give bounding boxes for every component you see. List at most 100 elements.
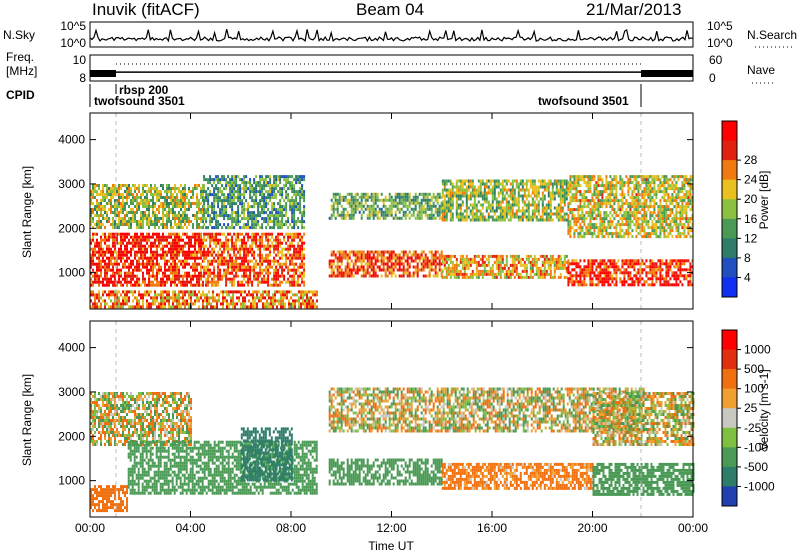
echo-cell <box>162 211 164 214</box>
echo-cell <box>180 290 182 294</box>
echo-cell <box>330 265 333 269</box>
echo-cell <box>424 207 427 211</box>
echo-cell <box>180 247 182 251</box>
echo-cell <box>225 247 228 251</box>
echo-cell <box>100 262 102 266</box>
echo-cell <box>225 208 228 212</box>
echo-cell <box>215 235 218 239</box>
echo-cell <box>275 193 278 197</box>
echo-cell <box>487 263 490 267</box>
echo-cell <box>414 192 417 196</box>
echo-cell <box>340 204 343 208</box>
echo-cell <box>436 210 439 214</box>
echo-cell <box>271 235 274 239</box>
echo-cell <box>126 247 128 251</box>
echo-cell <box>410 256 413 260</box>
echo-cell <box>493 212 496 216</box>
echo-cell <box>245 217 248 221</box>
echo-cell <box>418 256 421 260</box>
echo-cell <box>364 201 367 205</box>
echo-cell <box>106 283 108 287</box>
echo-cell <box>565 194 568 198</box>
echo-cell <box>96 241 98 245</box>
echo-cell <box>104 208 106 211</box>
echo-cell <box>451 197 454 201</box>
echo-cell <box>573 283 576 287</box>
echo-cell <box>297 274 300 278</box>
echo-cell <box>265 205 268 209</box>
echo-cell <box>523 215 526 219</box>
echo-cell <box>541 212 544 216</box>
echo-cell <box>233 199 236 203</box>
echo-cell <box>152 302 154 306</box>
echo-cell <box>499 257 502 261</box>
echo-cell <box>495 200 498 204</box>
echo-cell <box>116 211 118 214</box>
echo-cell <box>198 184 200 187</box>
echo-cell <box>118 226 120 229</box>
echo-cell <box>245 244 248 248</box>
echo-cell <box>412 195 415 199</box>
echo-cell <box>269 181 272 185</box>
echo-cell <box>529 185 532 189</box>
echo-cell <box>209 271 212 275</box>
echo-cell <box>499 269 502 273</box>
echo-cell <box>277 238 280 242</box>
echo-cell <box>221 178 224 182</box>
echo-cell <box>219 241 222 245</box>
echo-cell <box>106 238 108 242</box>
echo-cell <box>240 293 242 297</box>
echo-cell <box>457 191 460 195</box>
echo-cell <box>449 275 452 279</box>
echo-cell <box>225 283 228 287</box>
echo-cell <box>216 305 218 309</box>
echo-cell <box>354 192 357 196</box>
echo-cell <box>207 232 210 236</box>
echo-cell <box>154 290 156 294</box>
echo-cell <box>241 193 244 197</box>
echo-cell <box>257 277 260 281</box>
echo-cell <box>259 250 262 254</box>
echo-cell <box>140 196 142 199</box>
echo-cell <box>481 257 484 261</box>
echo-cell <box>487 218 490 222</box>
echo-cell <box>340 250 343 254</box>
echo-cell <box>340 268 343 272</box>
echo-cell <box>549 206 552 210</box>
echo-cell <box>299 283 302 287</box>
echo-cell <box>517 182 520 186</box>
echo-cell <box>196 202 198 205</box>
echo-cell <box>501 212 504 216</box>
echo-cell <box>96 265 98 269</box>
echo-cell <box>98 296 100 300</box>
echo-cell <box>168 184 170 187</box>
echo-cell <box>140 193 142 196</box>
echo-cell <box>274 296 276 300</box>
echo-cell <box>273 208 276 212</box>
echo-cell <box>203 211 206 215</box>
echo-cell <box>295 193 298 197</box>
echo-cell <box>523 263 526 267</box>
echo-cell <box>386 213 389 217</box>
echo-cell <box>255 244 258 248</box>
echo-cell <box>299 253 302 257</box>
echo-cell <box>146 293 148 297</box>
echo-cell <box>196 253 198 257</box>
echo-cell <box>328 265 331 269</box>
echo-cell <box>225 178 228 182</box>
echo-cell <box>209 178 212 182</box>
echo-cell <box>416 195 419 199</box>
echo-cell <box>348 204 351 208</box>
echo-cell <box>390 253 393 257</box>
echo-cell <box>238 296 240 300</box>
echo-cell <box>110 268 112 272</box>
echo-cell <box>533 263 536 267</box>
echo-cell <box>126 290 128 294</box>
echo-cell <box>569 262 572 266</box>
echo-cell <box>120 302 122 306</box>
echo-cell <box>509 215 512 219</box>
echo-cell <box>108 247 110 251</box>
echo-cell <box>549 194 552 198</box>
echo-cell <box>410 198 413 202</box>
echo-cell <box>221 184 224 188</box>
